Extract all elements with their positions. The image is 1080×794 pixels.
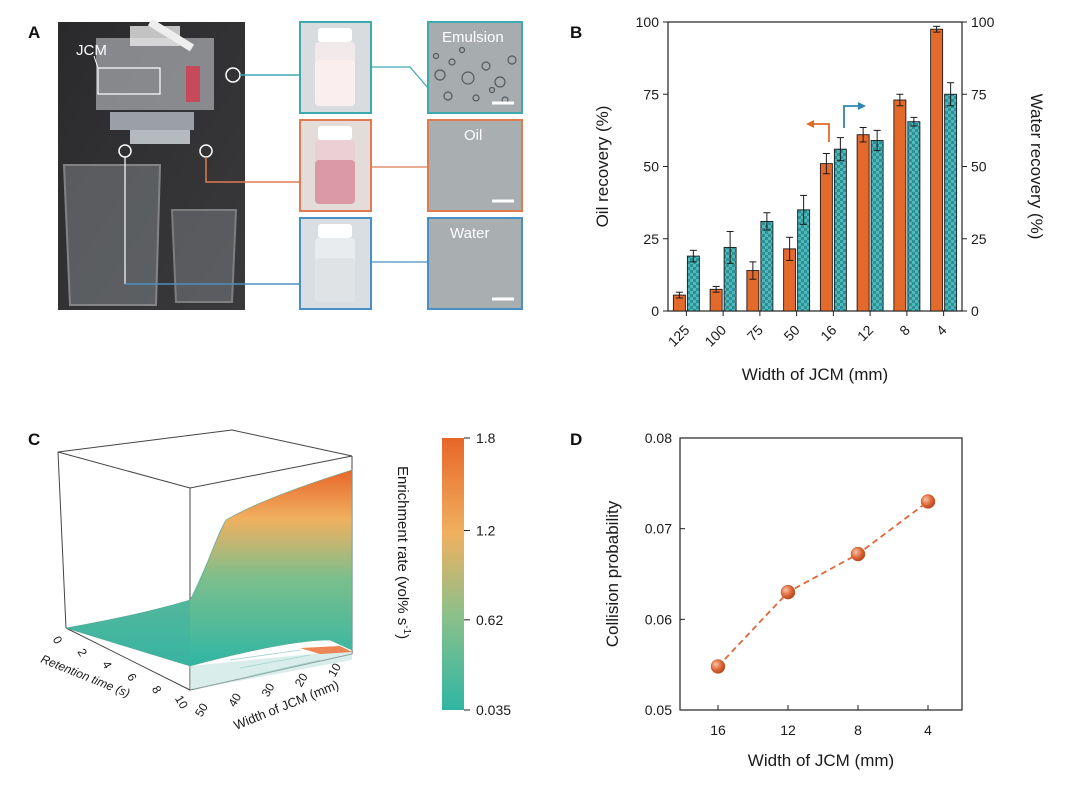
ytick-left-label: 100 <box>636 14 660 30</box>
xtick-label: 12 <box>780 722 796 738</box>
water-micrograph <box>427 217 523 310</box>
surface-xtick-label: 6 <box>124 671 140 684</box>
bar-water <box>870 140 884 312</box>
bar-water <box>760 220 774 312</box>
surface-plot <box>57 429 353 691</box>
xtick-label: 125 <box>665 322 693 350</box>
plot-frame <box>679 437 963 711</box>
water-label: Water <box>450 225 489 242</box>
panel-a: A JCM <box>28 18 523 310</box>
arrow-right-water <box>843 102 866 128</box>
trend-line <box>717 500 929 668</box>
ytick-label: 0.06 <box>645 611 672 627</box>
ytick-label: 0.08 <box>645 430 672 446</box>
bar-water <box>944 93 958 312</box>
emulsion-label: Emulsion <box>442 29 504 46</box>
oil-connector <box>205 157 300 183</box>
panel-d-label: D <box>570 430 582 449</box>
bar-oil <box>856 134 870 312</box>
data-point <box>780 584 796 600</box>
ytick-right-label: 100 <box>971 14 995 30</box>
panel-c-label: C <box>28 430 40 449</box>
bar-oil <box>930 28 944 312</box>
bar-chart-recovery: 0 0 25 25 50 50 75 75 100 100 125 100 75 50 16 12 8 4 Widt… <box>593 14 1046 384</box>
bar-water <box>686 255 700 312</box>
surface-ytick-label: 30 <box>259 680 278 699</box>
data-point <box>710 659 726 674</box>
data-point <box>850 546 866 562</box>
xtick-label: 100 <box>701 322 729 350</box>
x-axis-label: Width of JCM (mm) <box>742 365 888 384</box>
colorbar-label: Enrichment rate (vol% s-1) <box>394 466 412 639</box>
arrow-left-oil <box>806 120 830 142</box>
bar-oil <box>893 99 907 312</box>
surface-xlabel: Retention time (s) <box>39 652 132 700</box>
y-axis-label: Collision probability <box>603 500 622 647</box>
xtick-label: 8 <box>854 722 862 738</box>
bar-water <box>907 121 921 312</box>
ytick-left-label: 25 <box>643 231 659 247</box>
xtick-label: 8 <box>896 322 913 339</box>
ytick-left-label: 50 <box>643 159 659 175</box>
ytick-left-label: 0 <box>651 303 659 319</box>
colorbar-ticks: 1.8 1.2 0.62 0.035 <box>464 430 511 718</box>
surface-xtick-label: 2 <box>75 646 91 659</box>
water-vial <box>299 217 372 310</box>
jcm-label: JCM <box>76 42 107 59</box>
panel-b-label: B <box>570 23 582 42</box>
x-axis-label: Width of JCM (mm) <box>748 751 894 770</box>
panel-a-label: A <box>28 23 40 42</box>
surface-xtick-label: 4 <box>99 658 115 671</box>
surface-ytick-label: 10 <box>325 660 344 679</box>
y-axis-right-label: Water recovery (%) <box>1027 94 1046 240</box>
surface-ytick-label: 20 <box>292 670 311 689</box>
oil-micrograph <box>427 119 523 212</box>
emulsion-vial <box>299 21 372 114</box>
xtick-label: 4 <box>924 722 932 738</box>
surface-ytick-label: 50 <box>192 700 211 719</box>
ytick-label: 0.07 <box>645 521 672 537</box>
panel-b: B 0 0 25 25 50 50 75 75 100 100 125 100 75 50 16 12 8 4 Wi… <box>570 14 1046 384</box>
xtick-label: 50 <box>780 322 802 344</box>
colorbar-tick-label: 0.62 <box>476 612 503 628</box>
surface-xtick-label: 8 <box>149 683 165 696</box>
xtick-label: 12 <box>854 322 876 344</box>
bar-oil <box>819 163 833 312</box>
ytick-right-label: 50 <box>971 159 987 175</box>
ytick-left-label: 75 <box>643 86 659 102</box>
colorbar-tick-label: 0.035 <box>476 702 511 718</box>
device-illustration <box>62 18 241 306</box>
bar-water <box>833 148 847 312</box>
ytick-right-label: 0 <box>971 303 979 319</box>
emulsion-micrograph <box>427 21 523 114</box>
colorbar <box>442 438 464 710</box>
ytick-label: 0.05 <box>645 702 672 718</box>
surface-xtick-label: 10 <box>172 693 191 712</box>
oil-vial <box>299 119 372 212</box>
xtick-label: 75 <box>744 322 766 344</box>
xtick-label: 4 <box>933 322 950 339</box>
colorbar-tick-label: 1.2 <box>476 522 496 538</box>
bar-water <box>797 209 811 312</box>
xtick-label: 16 <box>817 322 839 344</box>
ytick-right-label: 75 <box>971 86 987 102</box>
surface-ylabel: Width of JCM (mm) <box>232 677 341 733</box>
ytick-right-label: 25 <box>971 231 987 247</box>
colorbar-tick-label: 1.8 <box>476 430 496 446</box>
xtick-label: 16 <box>710 722 726 738</box>
data-point <box>920 494 936 509</box>
y-axis-left-label: Oil recovery (%) <box>593 106 612 228</box>
surface-ytick-label: 40 <box>225 690 244 709</box>
oil-label: Oil <box>464 127 482 144</box>
scatter-collision: 0.05 0.06 0.07 0.08 16 12 8 4 Width of JCM (mm) C… <box>603 430 963 770</box>
surface-xtick-label: 0 <box>50 634 66 647</box>
panel-d: D 0.05 0.06 0.07 0.08 16 12 8 4 Width of JCM (mm… <box>570 430 963 770</box>
